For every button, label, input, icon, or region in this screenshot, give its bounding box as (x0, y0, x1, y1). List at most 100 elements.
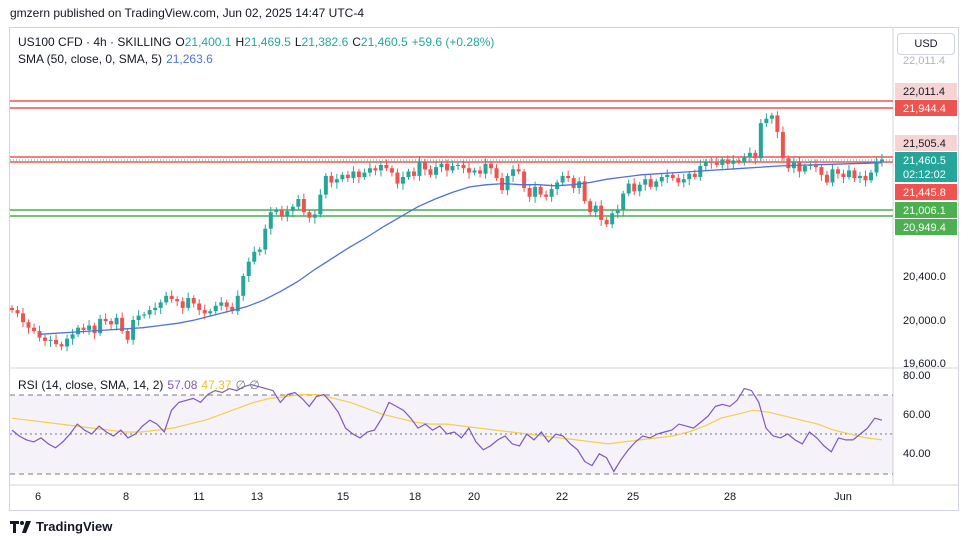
candle-body[interactable] (670, 174, 675, 179)
candle-body[interactable] (747, 152, 752, 158)
candle-body[interactable] (274, 210, 279, 213)
candle-body[interactable] (345, 174, 350, 179)
candle-body[interactable] (290, 206, 295, 212)
candle-body[interactable] (417, 161, 422, 176)
candle-body[interactable] (874, 161, 879, 173)
candle-body[interactable] (769, 115, 774, 119)
candle-body[interactable] (334, 179, 339, 183)
candle-body[interactable] (43, 337, 48, 341)
candle-body[interactable] (588, 201, 593, 213)
candle-body[interactable] (731, 160, 736, 164)
candle-body[interactable] (433, 167, 438, 175)
candle-body[interactable] (153, 307, 158, 311)
candle-body[interactable] (566, 175, 571, 179)
candle-body[interactable] (285, 211, 290, 217)
candle-body[interactable] (626, 183, 631, 194)
candle-body[interactable] (687, 173, 692, 180)
candle-body[interactable] (208, 311, 213, 314)
candle-body[interactable] (483, 163, 488, 174)
candle-body[interactable] (450, 166, 455, 171)
candle-body[interactable] (98, 318, 103, 334)
candle-body[interactable] (593, 205, 598, 213)
candle-body[interactable] (868, 172, 873, 181)
candle-body[interactable] (428, 169, 433, 175)
candle-body[interactable] (406, 171, 411, 178)
candle-body[interactable] (164, 295, 169, 303)
candle-body[interactable] (312, 214, 317, 218)
candle-body[interactable] (114, 317, 119, 325)
candle-body[interactable] (197, 303, 202, 311)
candle-body[interactable] (147, 310, 152, 315)
candle-body[interactable] (373, 168, 378, 171)
candle-body[interactable] (494, 168, 499, 179)
candle-body[interactable] (714, 162, 719, 165)
candle-body[interactable] (10, 307, 14, 311)
candle-body[interactable] (235, 295, 240, 312)
sma-label[interactable]: SMA (50, close, 0, SMA, 5) (18, 52, 163, 66)
candle-body[interactable] (76, 327, 81, 335)
candle-body[interactable] (81, 327, 86, 330)
candle-body[interactable] (467, 168, 472, 173)
candle-body[interactable] (648, 179, 653, 187)
candle-body[interactable] (643, 179, 648, 185)
candle-body[interactable] (725, 159, 730, 164)
candle-body[interactable] (456, 164, 461, 166)
candle-body[interactable] (21, 313, 26, 323)
symbol-label[interactable]: US100 CFD · 4h · SKILLING (18, 35, 172, 49)
candle-body[interactable] (70, 334, 75, 339)
candle-body[interactable] (863, 175, 868, 181)
candle-body[interactable] (356, 171, 361, 178)
candle-body[interactable] (637, 184, 642, 192)
candle-body[interactable] (621, 193, 626, 211)
candle-body[interactable] (681, 179, 686, 183)
candle-body[interactable] (92, 325, 97, 334)
candle-body[interactable] (384, 164, 389, 169)
candle-body[interactable] (527, 188, 532, 197)
candle-body[interactable] (103, 318, 108, 322)
candle-body[interactable] (797, 161, 802, 172)
candle-body[interactable] (478, 170, 483, 174)
candle-body[interactable] (544, 194, 549, 197)
candle-body[interactable] (813, 164, 818, 168)
candle-body[interactable] (230, 306, 235, 312)
candle-body[interactable] (489, 163, 494, 169)
candle-body[interactable] (604, 219, 609, 225)
candle-body[interactable] (676, 178, 681, 183)
candle-body[interactable] (268, 212, 273, 229)
candle-body[interactable] (301, 199, 306, 213)
candle-body[interactable] (775, 115, 780, 132)
chart-frame[interactable] (9, 27, 959, 511)
candle-body[interactable] (577, 181, 582, 188)
candle-body[interactable] (65, 338, 70, 347)
candle-body[interactable] (857, 175, 862, 179)
candle-body[interactable] (753, 152, 758, 159)
candle-body[interactable] (169, 295, 174, 300)
candle-body[interactable] (720, 159, 725, 165)
candle-body[interactable] (191, 298, 196, 304)
candle-body[interactable] (318, 194, 323, 215)
candle-body[interactable] (659, 177, 664, 182)
candle-body[interactable] (202, 310, 207, 314)
candle-body[interactable] (824, 174, 829, 183)
candle-body[interactable] (692, 173, 697, 177)
candle-body[interactable] (846, 170, 851, 177)
candle-body[interactable] (136, 315, 141, 320)
candle-body[interactable] (400, 177, 405, 184)
candle-body[interactable] (329, 175, 334, 183)
candle-body[interactable] (880, 159, 884, 162)
candle-body[interactable] (736, 160, 741, 162)
candle-body[interactable] (780, 131, 785, 159)
candle-body[interactable] (439, 163, 444, 168)
candle-body[interactable] (511, 169, 516, 176)
candle-body[interactable] (158, 302, 163, 308)
candle-body[interactable] (32, 327, 37, 331)
candle-body[interactable] (571, 178, 576, 188)
candle-body[interactable] (252, 251, 257, 262)
candle-body[interactable] (461, 164, 466, 169)
candle-body[interactable] (411, 171, 416, 176)
candle-body[interactable] (87, 325, 92, 330)
candle-body[interactable] (54, 339, 59, 345)
candle-body[interactable] (241, 276, 246, 296)
candle-body[interactable] (665, 174, 670, 177)
